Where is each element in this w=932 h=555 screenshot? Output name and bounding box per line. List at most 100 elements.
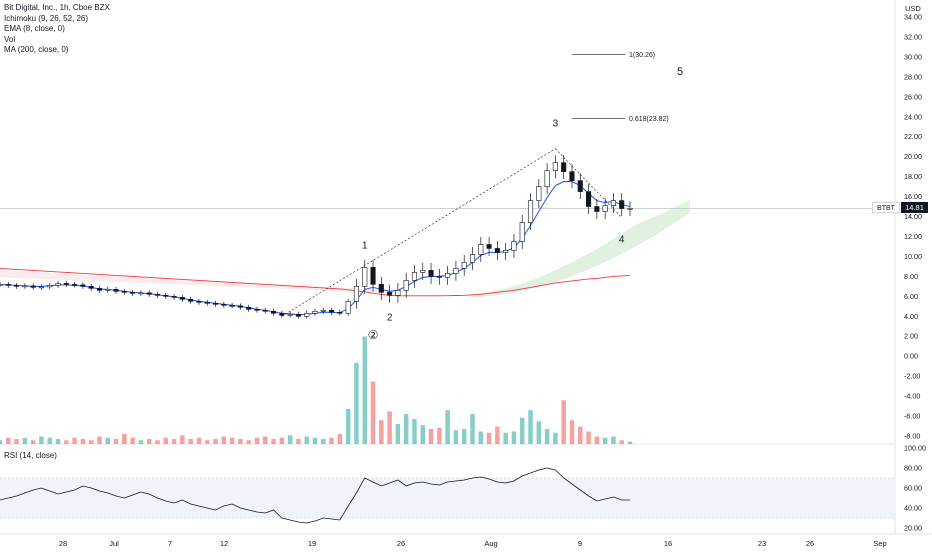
candle-body[interactable] [14, 285, 20, 287]
candle-body[interactable] [561, 162, 567, 172]
candle-body[interactable] [96, 288, 103, 291]
candle-body[interactable] [602, 205, 608, 212]
volume-bar [470, 414, 475, 444]
candle-body[interactable] [436, 276, 442, 278]
candle-body[interactable] [627, 208, 633, 210]
candle-body[interactable] [154, 294, 161, 296]
candle-body[interactable] [411, 272, 418, 281]
legend-ichimoku[interactable]: Ichimoku (9, 26, 52, 26) [4, 13, 89, 23]
volume-bar [370, 381, 376, 444]
candle-body[interactable] [138, 292, 144, 295]
candle-body[interactable] [403, 280, 409, 291]
candle-body[interactable] [254, 309, 260, 311]
candle-body[interactable] [221, 304, 227, 306]
candle-body[interactable] [461, 262, 467, 269]
candle-body[interactable] [171, 296, 177, 298]
candle-body[interactable] [362, 267, 368, 287]
candle-body[interactable] [179, 297, 185, 300]
candle-body[interactable] [55, 283, 61, 286]
candle-body[interactable] [304, 312, 310, 317]
candle-body[interactable] [486, 244, 492, 249]
legend-symbol[interactable]: Bit Digital, Inc., 1h, Cboe BZX [4, 3, 110, 12]
candle-body[interactable] [262, 309, 268, 312]
volume-bar [553, 432, 558, 444]
candle-body[interactable] [246, 307, 252, 310]
candle-body[interactable] [146, 292, 152, 295]
time-tick-label: Jul [109, 539, 119, 548]
time-tick-label: 9 [578, 539, 582, 548]
candle-body[interactable] [478, 244, 484, 255]
candle-body[interactable] [196, 301, 202, 303]
candle-body[interactable] [312, 310, 318, 314]
candle-body[interactable] [271, 310, 277, 314]
candle-body[interactable] [212, 303, 219, 305]
volume-bar [97, 436, 102, 444]
candle-body[interactable] [370, 267, 376, 285]
candle-body[interactable] [453, 268, 459, 274]
volume-bar [80, 439, 86, 444]
candle-body[interactable] [113, 289, 119, 292]
candle-body[interactable] [552, 162, 558, 171]
candle-body[interactable] [80, 284, 86, 287]
volume-bar [204, 440, 210, 444]
candle-body[interactable] [527, 200, 534, 223]
candle-body[interactable] [519, 222, 525, 242]
candle-body[interactable] [329, 309, 335, 313]
candle-body[interactable] [88, 286, 94, 289]
candle-body[interactable] [353, 286, 359, 302]
candle-body[interactable] [503, 250, 509, 253]
candle-body[interactable] [469, 254, 476, 263]
candle-body[interactable] [345, 301, 351, 314]
candle-body[interactable] [569, 171, 575, 181]
candle-body[interactable] [594, 206, 600, 212]
candle-body[interactable] [38, 286, 44, 289]
candle-body[interactable] [428, 270, 434, 277]
legend-vol[interactable]: Vol [4, 34, 16, 44]
legend-ema[interactable]: EMA (8, close, 0) [4, 24, 65, 33]
candle-body[interactable] [577, 180, 583, 192]
legend-ma[interactable]: MA (200, close, 0) [4, 45, 69, 54]
volume-bar [64, 440, 69, 444]
candle-body[interactable] [204, 302, 210, 304]
candle-body[interactable] [378, 284, 384, 293]
rsi-legend[interactable]: RSI (14, close) [4, 451, 57, 460]
candle-body[interactable] [337, 311, 343, 314]
currency-label: USD [905, 4, 921, 13]
candle-body[interactable] [387, 292, 393, 296]
candle-body[interactable] [295, 313, 301, 317]
candle-body[interactable] [536, 186, 542, 201]
candle-body[interactable] [47, 285, 53, 288]
candle-body[interactable] [130, 292, 136, 294]
candle-body[interactable] [5, 284, 11, 286]
candle-body[interactable] [420, 270, 426, 273]
candle-body[interactable] [610, 200, 616, 206]
candle-body[interactable] [320, 309, 326, 312]
candle-body[interactable] [544, 170, 550, 187]
candle-body[interactable] [0, 284, 3, 286]
candle-body[interactable] [279, 312, 285, 316]
candle-body[interactable] [395, 290, 401, 296]
candle-body[interactable] [287, 313, 293, 316]
candle-body[interactable] [511, 241, 517, 251]
volume-bar [578, 426, 583, 444]
candle-body[interactable] [494, 248, 500, 253]
volume-bar [271, 439, 276, 444]
candle-body[interactable] [121, 291, 127, 293]
candle-body[interactable] [22, 285, 28, 288]
candle-body[interactable] [72, 284, 78, 286]
candle-body[interactable] [619, 200, 625, 209]
candle-body[interactable] [229, 305, 235, 307]
candle-body[interactable] [63, 283, 69, 285]
candle-body[interactable] [163, 295, 169, 297]
volume-bar [478, 431, 484, 444]
candle-body[interactable] [30, 285, 36, 288]
candle-body[interactable] [586, 191, 592, 207]
candle-body[interactable] [105, 289, 111, 291]
candle-body[interactable] [237, 305, 243, 308]
volume-bar [213, 439, 218, 444]
candle-body[interactable] [188, 299, 194, 302]
candle-body[interactable] [445, 273, 451, 278]
